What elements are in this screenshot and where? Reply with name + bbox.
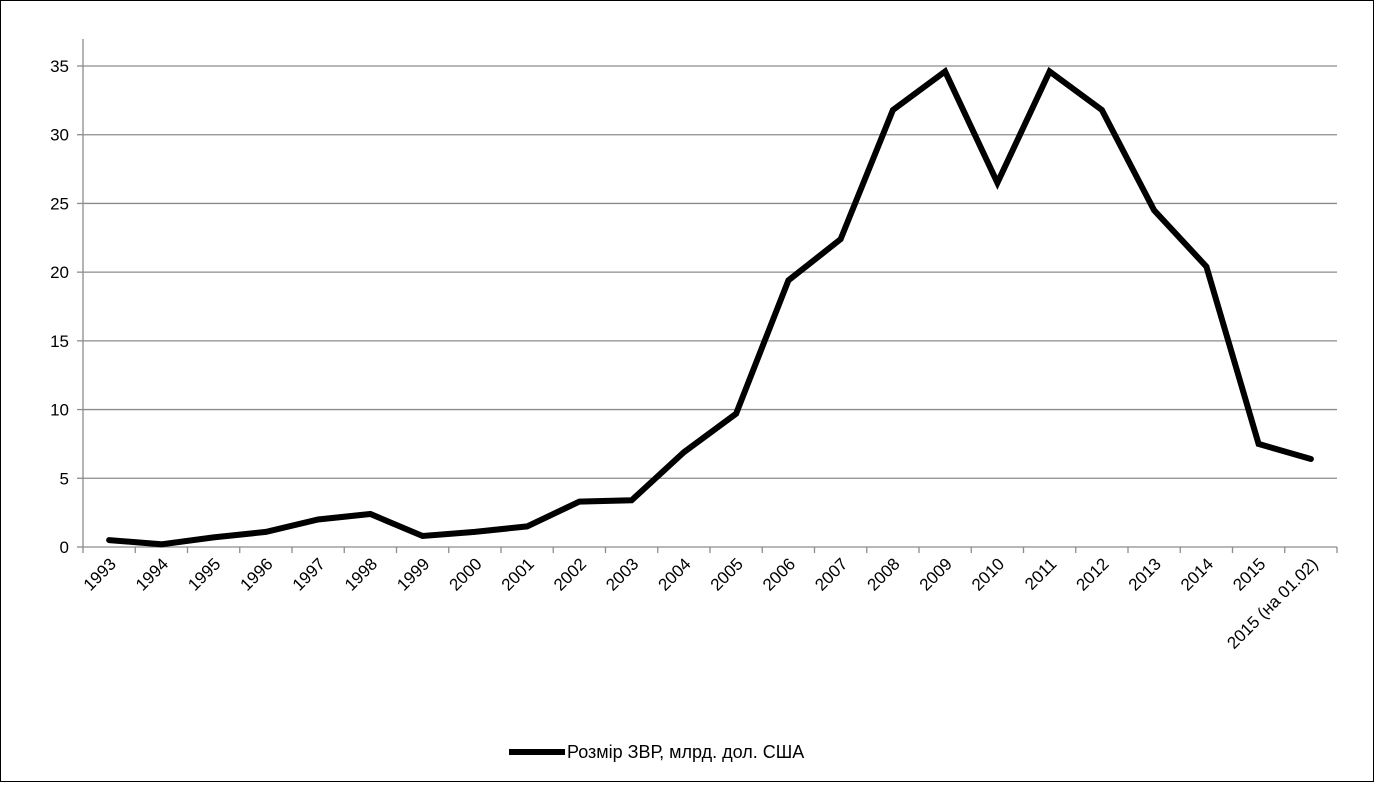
- x-tick-label: 2002: [550, 554, 590, 594]
- data-point: [317, 519, 319, 521]
- gridlines: [83, 65, 1337, 479]
- y-tick-label: 5: [60, 469, 69, 488]
- x-tick-label: 2004: [655, 554, 695, 594]
- data-point: [578, 501, 580, 503]
- x-tick-label: 2008: [864, 554, 904, 594]
- data-point: [892, 109, 894, 111]
- y-tick-label: 20: [50, 263, 69, 282]
- y-tick-label: 35: [50, 57, 69, 76]
- axes: [77, 39, 1338, 553]
- data-point: [265, 531, 267, 533]
- data-point: [160, 543, 162, 545]
- x-tick-label: 2010: [968, 554, 1008, 594]
- data-point: [213, 536, 215, 538]
- x-tick-label: 2001: [498, 554, 538, 594]
- data-point: [369, 513, 371, 515]
- y-tick-label: 30: [50, 126, 69, 145]
- data-point: [735, 413, 737, 415]
- x-tick-label: 2014: [1177, 554, 1217, 594]
- data-point: [422, 535, 424, 537]
- data-point: [1101, 109, 1103, 111]
- data-point: [1049, 70, 1051, 72]
- x-tick-label: 2005: [707, 554, 747, 594]
- data-point: [526, 525, 528, 527]
- x-tick-label: 1995: [184, 554, 224, 594]
- data-point: [996, 182, 998, 184]
- data-point: [1153, 209, 1155, 211]
- series-line: [106, 66, 1314, 548]
- data-point: [1310, 458, 1312, 460]
- x-tick-label: 2015: [1229, 554, 1269, 594]
- x-tick-label: 2013: [1125, 554, 1165, 594]
- x-tick-labels: 1993 1994 1995 1996 1997 1998 1999 2000 2001 2002…: [80, 554, 1322, 652]
- data-point: [631, 499, 633, 501]
- x-tick-label: 1993: [80, 554, 120, 594]
- data-point: [474, 531, 476, 533]
- series-layer: [106, 66, 1314, 548]
- x-tick-label: 2009: [916, 554, 956, 594]
- data-point: [787, 279, 789, 281]
- data-point: [1205, 266, 1207, 268]
- y-tick-label: 10: [50, 401, 69, 420]
- legend: Розмір ЗВР, млрд. дол. США: [509, 742, 804, 762]
- x-tick-label: 2003: [602, 554, 642, 594]
- x-tick-label: 2000: [446, 554, 486, 594]
- y-tick-label: 0: [60, 538, 69, 557]
- y-tick-label: 15: [50, 332, 69, 351]
- y-tick-labels: 0 5 10 15 20 25 30 35: [50, 57, 69, 557]
- x-tick-label: 1997: [289, 554, 329, 594]
- x-tick-label: 1998: [341, 554, 381, 594]
- x-tick-label: 2015 (на 01.02): [1223, 554, 1321, 652]
- data-point: [840, 238, 842, 240]
- x-tick-label: 1999: [393, 554, 433, 594]
- x-tick-label: 2012: [1073, 554, 1113, 594]
- x-tick-label: 1996: [237, 554, 277, 594]
- legend-label: Розмір ЗВР, млрд. дол. США: [567, 742, 804, 762]
- x-tick-label: 2007: [811, 554, 851, 594]
- data-point: [108, 539, 110, 541]
- y-tick-label: 25: [50, 194, 69, 213]
- x-tick-label: 2006: [759, 554, 799, 594]
- data-point: [944, 70, 946, 72]
- x-tick-label: 1994: [132, 554, 172, 594]
- x-tick-label: 2011: [1021, 554, 1060, 593]
- data-point: [1258, 443, 1260, 445]
- data-point: [683, 451, 685, 453]
